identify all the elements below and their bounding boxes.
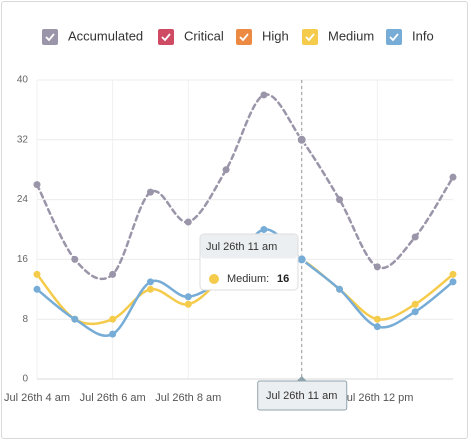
data-point: [146, 278, 154, 286]
data-point: [109, 330, 117, 338]
tooltip-value: 16: [277, 273, 289, 285]
data-point: [71, 255, 79, 263]
x-hover-label: Jul 26th 11 am: [257, 376, 348, 411]
data-point: [109, 270, 117, 278]
legend-check: [161, 33, 171, 42]
y-tick-label: 16: [17, 254, 29, 265]
tooltip-title: Jul 26th 11 am: [206, 241, 277, 253]
legend-item[interactable]: Info: [386, 28, 434, 45]
legend-item[interactable]: Medium: [302, 28, 374, 45]
legend-checkbox[interactable]: [158, 29, 174, 45]
x-tick-label: Jul 26th 4 am: [4, 392, 70, 404]
x-hover-arrow: [296, 376, 307, 381]
data-point: [260, 226, 268, 233]
data-point: [296, 134, 307, 145]
legend-label: Accumulated: [68, 28, 143, 43]
legend-label: Critical: [184, 28, 224, 43]
legend-checkbox[interactable]: [302, 29, 318, 45]
x-tick-label: Jul 26th 6 am: [80, 392, 146, 404]
data-point: [33, 270, 41, 278]
data-point: [184, 300, 192, 308]
data-point: [296, 254, 307, 265]
data-point: [449, 173, 457, 181]
data-point: [411, 308, 419, 316]
legend-checkbox[interactable]: [386, 29, 402, 45]
legend-item[interactable]: Accumulated: [42, 28, 143, 45]
data-point: [184, 293, 192, 301]
x-hover-text: Jul 26th 11 am: [266, 390, 337, 402]
legend-label: High: [262, 28, 289, 43]
legend-item[interactable]: Critical: [158, 28, 224, 45]
data-point: [449, 278, 457, 286]
data-point: [373, 315, 381, 323]
legend-checkbox[interactable]: [42, 29, 58, 45]
tooltip: Jul 26th 11 am Medium: 16: [199, 233, 299, 291]
data-point: [71, 315, 79, 323]
data-point: [33, 285, 41, 293]
data-point: [109, 315, 117, 323]
data-point: [373, 323, 381, 331]
data-point: [449, 270, 457, 278]
data-point: [222, 166, 230, 174]
y-tick-label: 0: [22, 374, 28, 385]
tooltip-marker: [209, 274, 219, 284]
data-point: [260, 91, 268, 99]
y-tick-label: 8: [22, 314, 28, 325]
data-point: [146, 188, 154, 196]
data-point: [33, 181, 41, 189]
legend-label: Medium: [328, 28, 374, 43]
data-point: [411, 300, 419, 308]
data-point: [373, 263, 381, 271]
data-point: [146, 285, 154, 293]
legend-checkbox[interactable]: [236, 29, 252, 45]
x-tick-label: Jul 26th 12 pm: [341, 392, 413, 404]
data-point: [336, 285, 344, 293]
y-tick-label: 32: [17, 134, 29, 145]
legend-check: [239, 33, 249, 42]
data-point: [411, 233, 419, 241]
data-point: [184, 218, 192, 226]
tooltip-label: Medium:: [227, 273, 269, 285]
x-tick-label: Jul 26th 8 am: [155, 392, 221, 404]
data-point: [336, 196, 344, 204]
y-tick-label: 40: [17, 75, 29, 86]
legend-item[interactable]: High: [236, 28, 289, 45]
legend-check: [305, 33, 315, 42]
legend-check: [45, 33, 55, 42]
legend-label: Info: [412, 28, 434, 43]
tooltip-header: [200, 234, 298, 259]
legend-check: [389, 33, 399, 42]
y-tick-label: 24: [17, 194, 29, 205]
